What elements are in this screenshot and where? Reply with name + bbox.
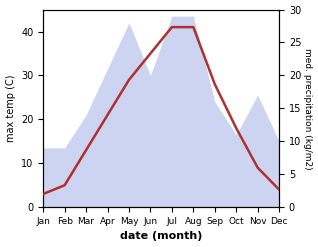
Y-axis label: med. precipitation (kg/m2): med. precipitation (kg/m2) bbox=[303, 48, 313, 169]
X-axis label: date (month): date (month) bbox=[120, 231, 202, 242]
Y-axis label: max temp (C): max temp (C) bbox=[5, 75, 16, 142]
